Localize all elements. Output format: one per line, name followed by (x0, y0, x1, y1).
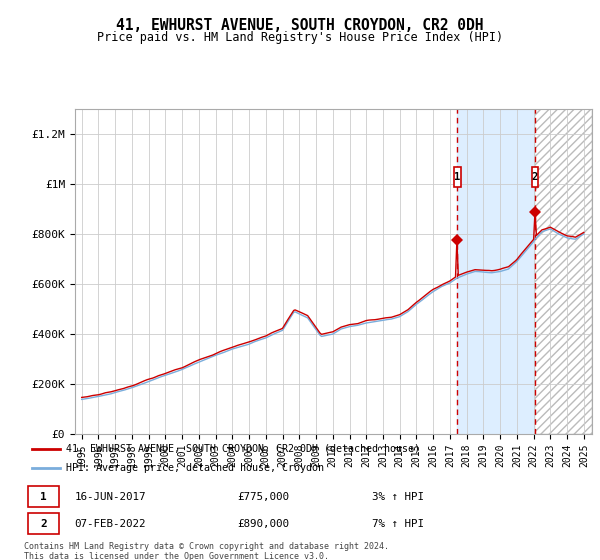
Bar (28, 486, 59, 507)
Text: 41, EWHURST AVENUE, SOUTH CROYDON, CR2 0DH: 41, EWHURST AVENUE, SOUTH CROYDON, CR2 0… (116, 18, 484, 33)
Bar (532, 167, 538, 186)
Text: HPI: Average price, detached house, Croydon: HPI: Average price, detached house, Croy… (66, 463, 324, 473)
Text: 16-JUN-2017: 16-JUN-2017 (74, 492, 146, 502)
Text: 07-FEB-2022: 07-FEB-2022 (74, 519, 146, 529)
Bar (535, 109, 592, 434)
Text: 2: 2 (40, 519, 47, 529)
Bar (28, 513, 59, 534)
Text: 2: 2 (532, 172, 538, 181)
Bar (454, 167, 461, 186)
Text: 1: 1 (454, 172, 461, 181)
Text: £890,000: £890,000 (237, 519, 289, 529)
Bar (535, 109, 592, 434)
Text: 3% ↑ HPI: 3% ↑ HPI (372, 492, 424, 502)
Text: 7% ↑ HPI: 7% ↑ HPI (372, 519, 424, 529)
Text: £775,000: £775,000 (237, 492, 289, 502)
Bar (457, 109, 535, 434)
Text: 41, EWHURST AVENUE, SOUTH CROYDON, CR2 0DH (detached house): 41, EWHURST AVENUE, SOUTH CROYDON, CR2 0… (66, 444, 420, 454)
Text: 1: 1 (40, 492, 47, 502)
Text: Contains HM Land Registry data © Crown copyright and database right 2024.
This d: Contains HM Land Registry data © Crown c… (24, 542, 389, 560)
Text: Price paid vs. HM Land Registry's House Price Index (HPI): Price paid vs. HM Land Registry's House … (97, 31, 503, 44)
